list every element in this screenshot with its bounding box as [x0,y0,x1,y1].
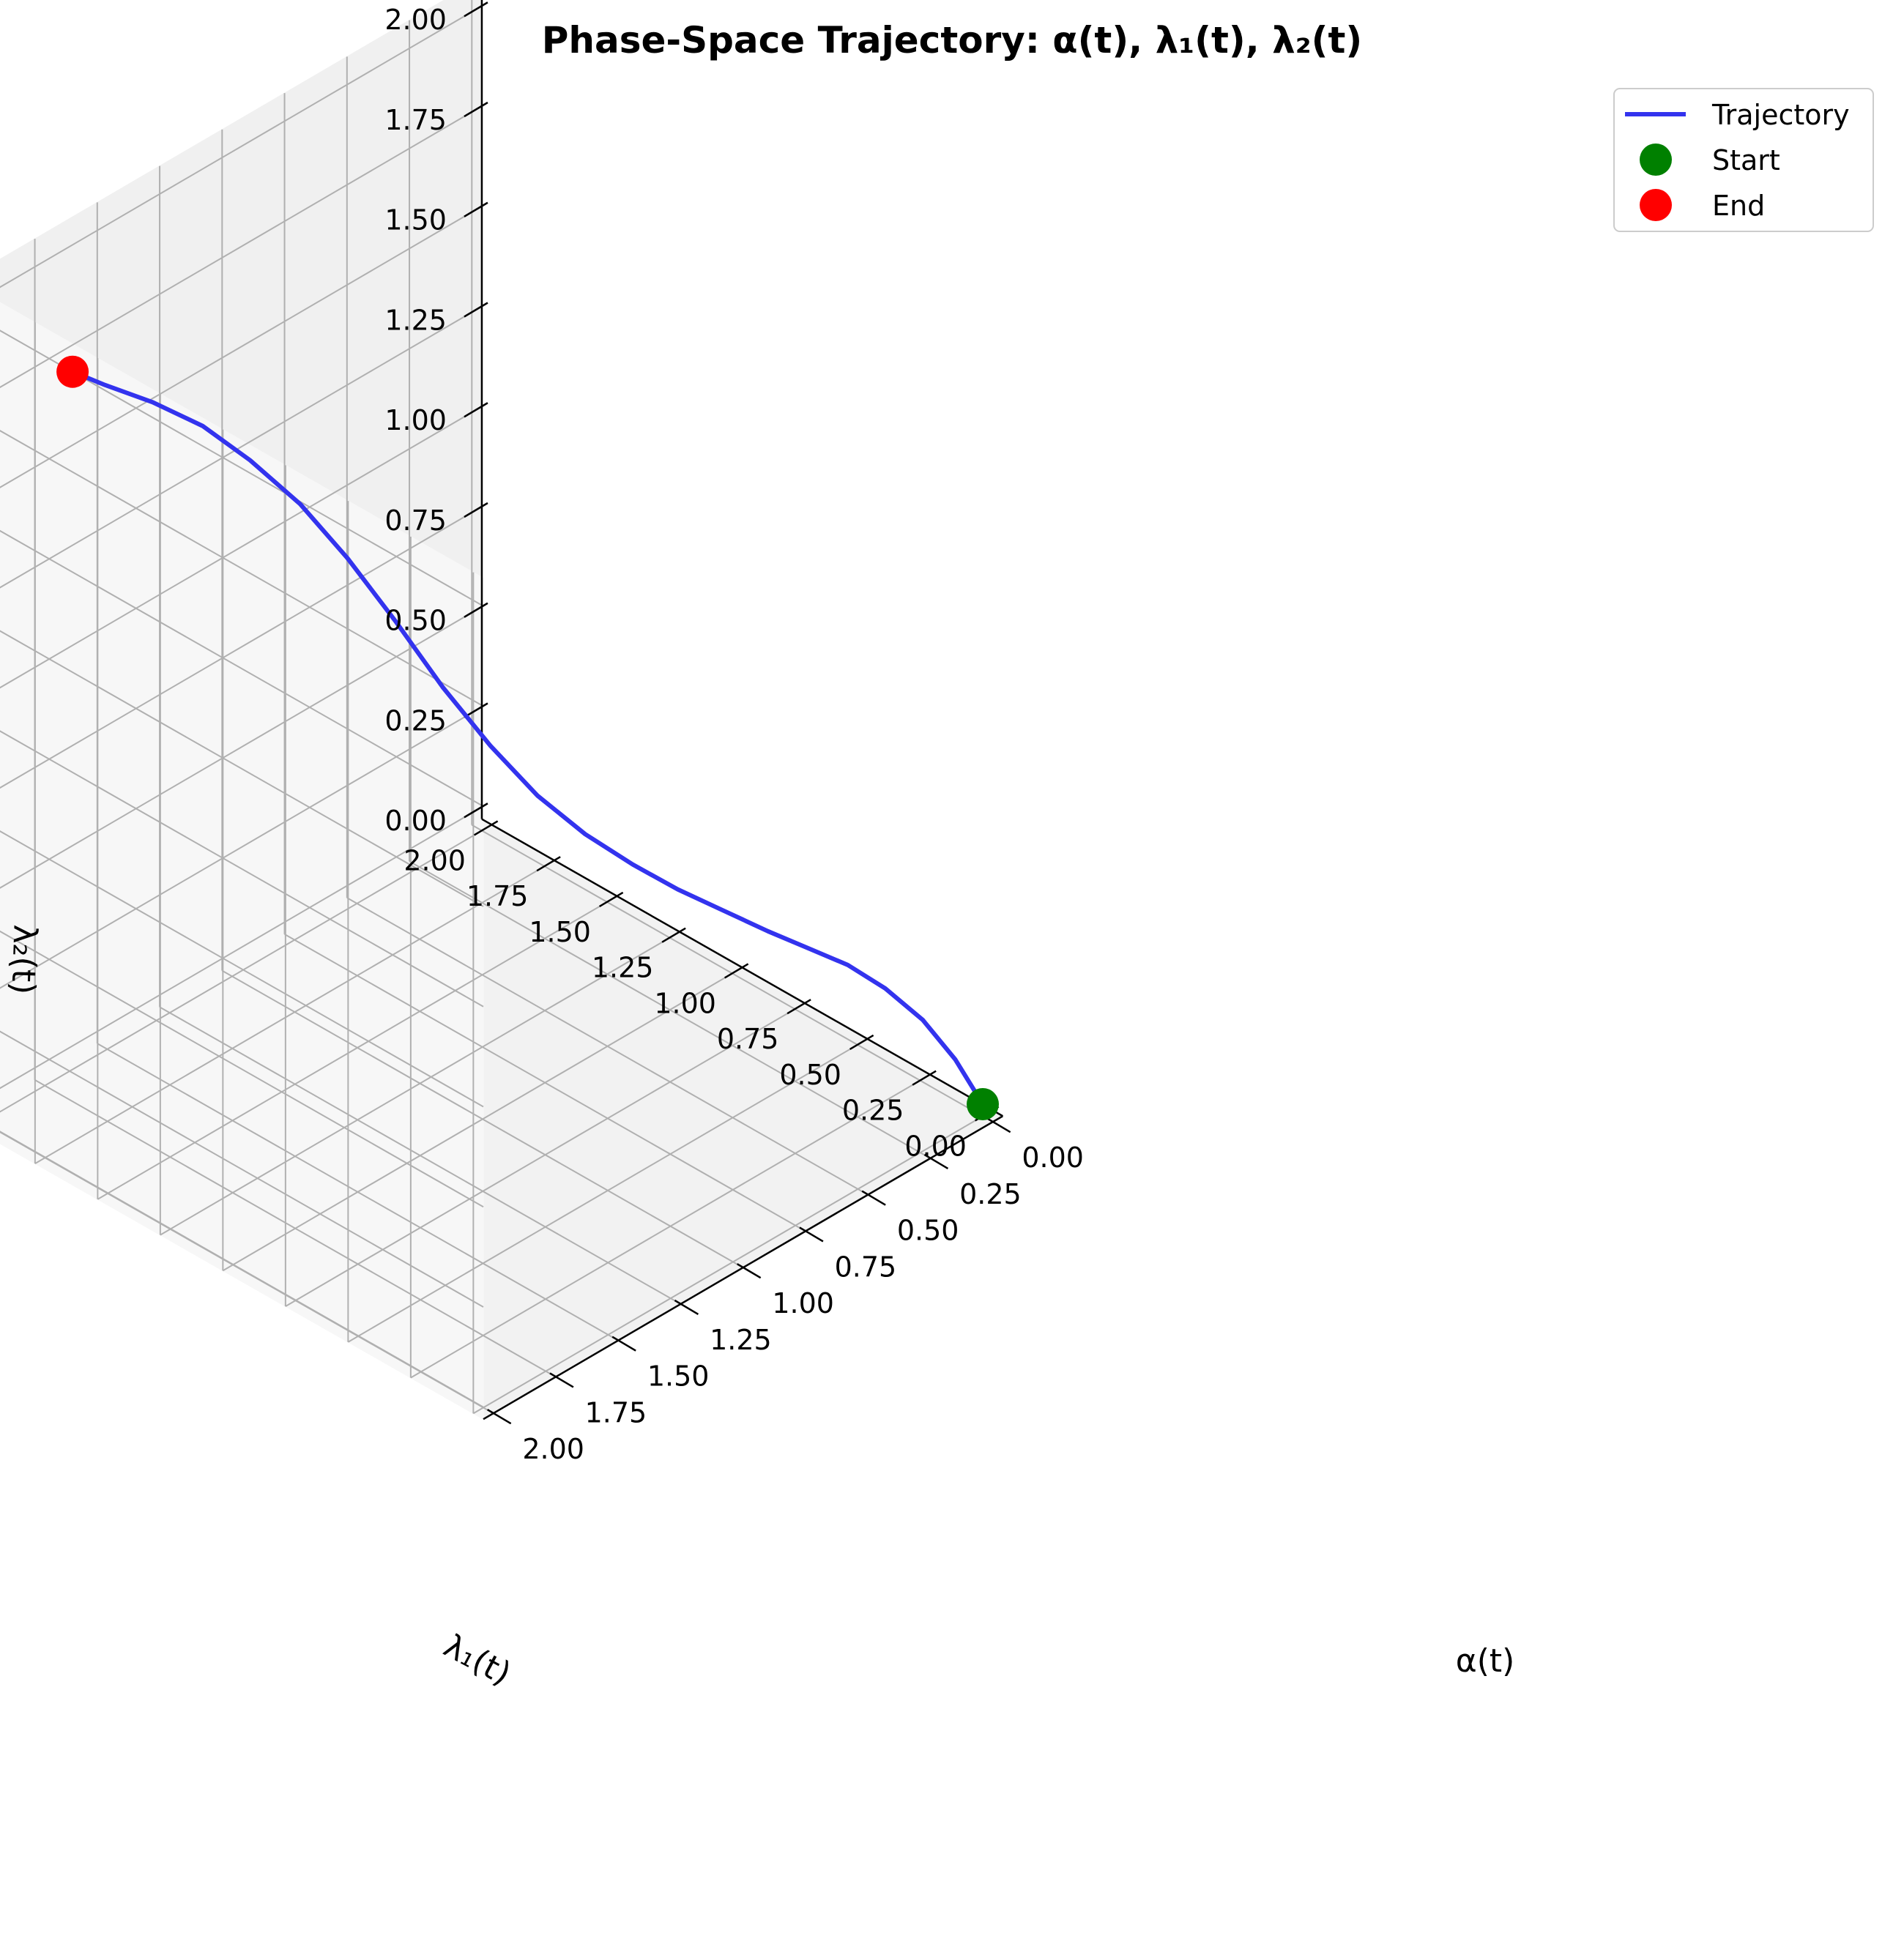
lambda1-tick [849,1034,874,1051]
lambda2-tick [464,402,488,418]
alpha-tick [799,1226,824,1243]
chart-title: Phase-Space Trajectory: α(t), λ₁(t), λ₂(… [542,19,1363,62]
lambda1-tick-label: 0.75 [717,1023,779,1055]
lambda1-tick [599,891,624,908]
grid-line [222,967,743,1272]
alpha-axis-label: α(t) [1456,1642,1515,1680]
alpha-tick [549,1372,574,1388]
legend-trajectory-label: Trajectory [1711,99,1850,131]
lambda1-tick-label: 1.00 [654,987,716,1019]
lambda1-tick-label: 0.00 [904,1130,967,1162]
lambda2-tick [464,602,488,618]
chart-axes [464,0,1011,1425]
alpha-tick-label: 1.25 [710,1324,772,1356]
alpha-tick-label: 0.50 [897,1215,959,1247]
legend-box [1613,88,1874,232]
alpha-tick-label: 1.75 [585,1396,647,1429]
lambda2-tick-label: 1.00 [384,404,447,436]
legend-start-swatch [1640,144,1672,176]
lambda1-tick-label: 0.50 [779,1059,841,1091]
grid-line [34,860,555,1164]
lambda2-tick-label: 1.50 [384,204,447,237]
grid-line [0,529,484,808]
lambda2-tick-label: 2.00 [384,4,447,36]
lambda1-tick [786,999,811,1015]
lambda1-tick [474,820,499,836]
lambda2-tick [464,101,488,118]
lambda2-tick [464,201,488,217]
lambda2-tick [464,803,488,819]
alpha-tick [487,1409,512,1425]
chart-grid [0,0,994,1415]
alpha-tick-label: 0.00 [1022,1142,1084,1174]
lambda2-tick-label: 0.00 [384,805,447,837]
lambda1-tick [912,1070,937,1086]
lambda1-tick-label: 1.50 [529,916,591,948]
lambda2-tick-label: 0.75 [384,504,447,537]
lambda2-tick [464,502,488,518]
grid-line [0,730,484,1008]
right-back-pane [0,302,484,1420]
alpha-tick [674,1299,699,1316]
chart-data-layer [56,355,999,1120]
alpha-tick-label: 0.25 [959,1178,1022,1210]
grid-line [34,1079,557,1378]
lambda2-axis-label: λ₂(t) [4,924,43,995]
lambda2-tick [464,302,488,318]
lambda1-tick-label: 2.00 [404,844,466,876]
alpha-tick-label: 1.00 [772,1287,834,1319]
end-marker [56,355,89,388]
alpha-tick-label: 1.50 [647,1360,710,1393]
lambda2-tick [464,1,488,18]
grid-line [159,1006,681,1305]
chart-legend: Trajectory Start End [1613,88,1874,232]
lambda1-tick [536,856,561,872]
grid-line [0,824,493,1113]
grid-line [0,5,483,288]
grid-line [0,1131,494,1415]
alpha-tick-label: 2.00 [522,1433,584,1465]
lambda2-tick-label: 0.50 [384,605,447,637]
start-marker [967,1088,999,1120]
lambda1-tick-label: 1.25 [592,952,654,984]
lambda1-axis-label: λ₁(t) [438,1627,517,1693]
alpha-tick [861,1190,886,1206]
grid-line [97,1043,619,1341]
legend-end-swatch [1640,189,1672,221]
alpha-tick [986,1117,1011,1133]
lambda2-tick-label: 1.25 [384,304,447,336]
alpha-tick [611,1336,636,1352]
lambda1-tick [724,963,749,979]
alpha-tick-label: 0.75 [835,1251,897,1283]
alpha-tick [737,1263,762,1279]
grid-line [0,430,484,707]
lambda2-tick [464,702,488,718]
chart-panes [0,0,1004,1420]
legend-end-label: End [1712,190,1765,222]
legend-start-label: Start [1712,144,1780,176]
alpha-tick [923,1153,949,1170]
lambda2-tick-label: 0.25 [384,704,447,737]
trajectory-line [70,369,985,1106]
grid-line [0,329,484,607]
grid-line [160,931,680,1236]
lambda2-tick-label: 1.75 [384,104,447,136]
grid-line [97,895,618,1200]
lambda1-tick-label: 0.25 [842,1095,904,1127]
lambda1-tick-label: 1.75 [466,880,529,912]
lambda1-tick [661,927,686,943]
grid-line [0,630,484,907]
